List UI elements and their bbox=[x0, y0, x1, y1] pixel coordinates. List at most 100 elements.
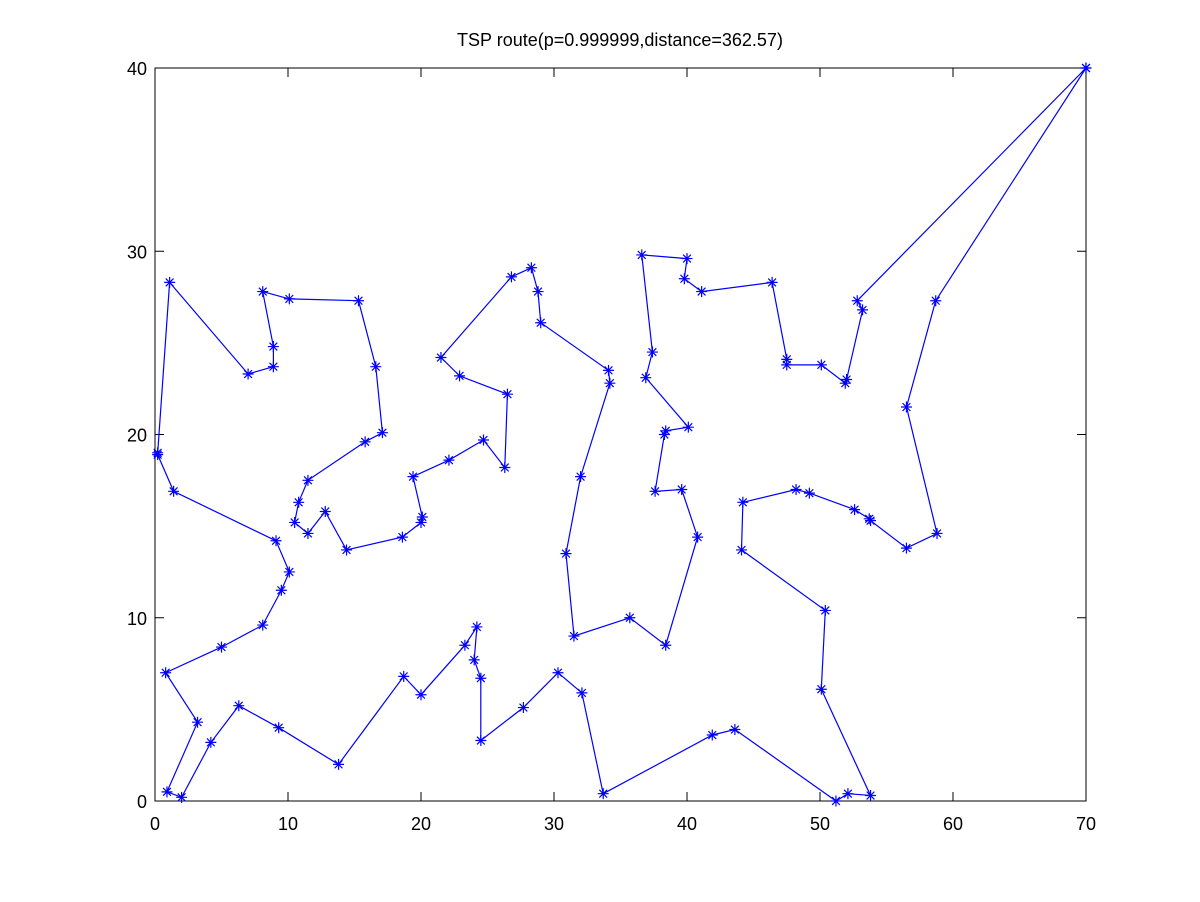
city-point bbox=[376, 427, 388, 439]
city-point bbox=[302, 474, 314, 486]
city-point bbox=[696, 286, 708, 298]
city-point bbox=[273, 722, 285, 734]
city-point bbox=[160, 667, 172, 679]
city-point bbox=[692, 531, 704, 543]
city-point bbox=[576, 687, 588, 699]
city-point bbox=[678, 273, 690, 285]
city-point bbox=[478, 434, 490, 446]
city-point bbox=[815, 683, 827, 695]
city-point bbox=[468, 654, 480, 666]
city-point bbox=[819, 604, 831, 616]
city-point bbox=[849, 504, 861, 516]
route-line bbox=[157, 67, 1087, 802]
x-tick-label: 20 bbox=[411, 814, 431, 834]
city-point bbox=[1080, 62, 1092, 74]
city-point bbox=[900, 542, 912, 554]
city-point bbox=[341, 544, 353, 556]
y-tick-label: 30 bbox=[127, 242, 147, 262]
axes-frame bbox=[154, 67, 1087, 802]
y-tick-label: 20 bbox=[127, 426, 147, 446]
city-point bbox=[352, 295, 364, 307]
city-point bbox=[660, 425, 672, 437]
city-point bbox=[454, 370, 466, 382]
city-point bbox=[168, 485, 180, 497]
city-point bbox=[865, 790, 877, 802]
x-tick-label: 40 bbox=[677, 814, 697, 834]
city-point bbox=[560, 548, 572, 560]
city-point bbox=[242, 368, 254, 380]
y-tick-label: 0 bbox=[137, 792, 147, 812]
city-point bbox=[851, 295, 863, 307]
city-point bbox=[283, 293, 295, 305]
city-point bbox=[525, 262, 537, 274]
city-point bbox=[161, 786, 173, 798]
city-point bbox=[398, 670, 410, 682]
city-point bbox=[842, 788, 854, 800]
city-point bbox=[865, 515, 877, 527]
city-point bbox=[568, 630, 580, 642]
city-point bbox=[176, 791, 188, 803]
city-point bbox=[931, 527, 943, 539]
y-tick-label: 40 bbox=[127, 59, 147, 79]
y-tick-label: 10 bbox=[127, 609, 147, 629]
city-point bbox=[766, 276, 778, 288]
city-point bbox=[333, 758, 345, 770]
city-point bbox=[729, 724, 741, 736]
city-point bbox=[636, 249, 648, 261]
city-point bbox=[475, 672, 487, 684]
city-point bbox=[501, 388, 513, 400]
city-point bbox=[706, 729, 718, 741]
city-point bbox=[640, 372, 652, 384]
city-point bbox=[839, 377, 851, 389]
city-point bbox=[164, 276, 176, 288]
city-point bbox=[415, 516, 427, 528]
city-point bbox=[459, 639, 471, 651]
city-point bbox=[790, 483, 802, 495]
city-point bbox=[289, 516, 301, 528]
x-tick-label: 10 bbox=[278, 814, 298, 834]
city-point bbox=[681, 253, 693, 265]
city-point bbox=[267, 361, 279, 373]
city-point bbox=[216, 641, 227, 653]
city-point bbox=[736, 544, 748, 556]
x-tick-label: 0 bbox=[150, 814, 160, 834]
city-point bbox=[815, 359, 827, 371]
city-point bbox=[552, 667, 564, 679]
city-point bbox=[435, 352, 447, 364]
city-point bbox=[270, 535, 282, 547]
city-point bbox=[803, 487, 815, 499]
city-point bbox=[781, 353, 793, 365]
city-point bbox=[475, 735, 487, 747]
city-point bbox=[152, 449, 164, 461]
city-point bbox=[624, 612, 636, 624]
city-point bbox=[443, 454, 455, 466]
city-point bbox=[505, 271, 517, 283]
city-point bbox=[737, 496, 749, 508]
city-point bbox=[283, 566, 295, 578]
city-point bbox=[257, 286, 269, 298]
city-point bbox=[370, 361, 382, 373]
x-tick-label: 60 bbox=[943, 814, 963, 834]
city-point bbox=[517, 702, 529, 714]
city-point bbox=[415, 689, 427, 701]
city-point bbox=[192, 716, 204, 728]
city-point bbox=[535, 317, 547, 329]
city-point bbox=[471, 621, 483, 633]
city-point bbox=[499, 461, 511, 473]
city-point bbox=[646, 346, 658, 358]
city-point bbox=[658, 429, 670, 440]
city-point bbox=[597, 788, 609, 800]
x-tick-label: 50 bbox=[810, 814, 830, 834]
city-point bbox=[660, 639, 672, 651]
city-point bbox=[257, 619, 269, 631]
city-point bbox=[676, 483, 688, 495]
city-point bbox=[407, 471, 419, 483]
city-point bbox=[682, 421, 694, 433]
city-point bbox=[575, 471, 587, 483]
city-point bbox=[603, 364, 615, 376]
city-point bbox=[532, 286, 544, 298]
city-point bbox=[233, 700, 245, 712]
city-point bbox=[416, 511, 428, 523]
